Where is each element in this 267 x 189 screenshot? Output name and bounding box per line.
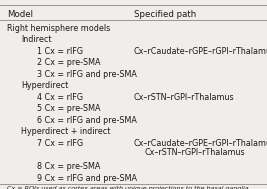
Text: 1 Cx = rIFG: 1 Cx = rIFG	[37, 47, 83, 56]
Text: Cx–rSTN–rGPI–rThalamus: Cx–rSTN–rGPI–rThalamus	[144, 148, 245, 157]
Text: Cx = ROIs used as cortex areas with unique projections to the basal ganglia.: Cx = ROIs used as cortex areas with uniq…	[7, 186, 250, 189]
Text: 2 Cx = pre-SMA: 2 Cx = pre-SMA	[37, 58, 101, 67]
Text: 5 Cx = pre-SMA: 5 Cx = pre-SMA	[37, 104, 101, 113]
Text: 4 Cx = rIFG: 4 Cx = rIFG	[37, 93, 83, 102]
Text: 7 Cx = rIFG: 7 Cx = rIFG	[37, 139, 84, 148]
Text: Hyperdirect: Hyperdirect	[21, 81, 69, 90]
Text: Hyperdirect + indirect: Hyperdirect + indirect	[21, 127, 111, 136]
Text: 3 Cx = rIFG and pre-SMA: 3 Cx = rIFG and pre-SMA	[37, 70, 137, 79]
Text: 6 Cx = rIFG and pre-SMA: 6 Cx = rIFG and pre-SMA	[37, 116, 137, 125]
Text: Cx–rCaudate–rGPE–rGPI–rThalamus: Cx–rCaudate–rGPE–rGPI–rThalamus	[134, 47, 267, 56]
Text: 9 Cx = rIFG and pre-SMA: 9 Cx = rIFG and pre-SMA	[37, 174, 138, 183]
Text: Specified path: Specified path	[134, 10, 196, 19]
Text: Model: Model	[7, 10, 33, 19]
Text: Cx–rSTN–rGPI–rThalamus: Cx–rSTN–rGPI–rThalamus	[134, 93, 234, 102]
Text: Indirect: Indirect	[21, 35, 52, 44]
Text: Cx–rCaudate–rGPE–rGPI–rThalamus: Cx–rCaudate–rGPE–rGPI–rThalamus	[134, 139, 267, 148]
Text: 8 Cx = pre-SMA: 8 Cx = pre-SMA	[37, 162, 101, 171]
Text: Right hemisphere models: Right hemisphere models	[7, 24, 110, 33]
